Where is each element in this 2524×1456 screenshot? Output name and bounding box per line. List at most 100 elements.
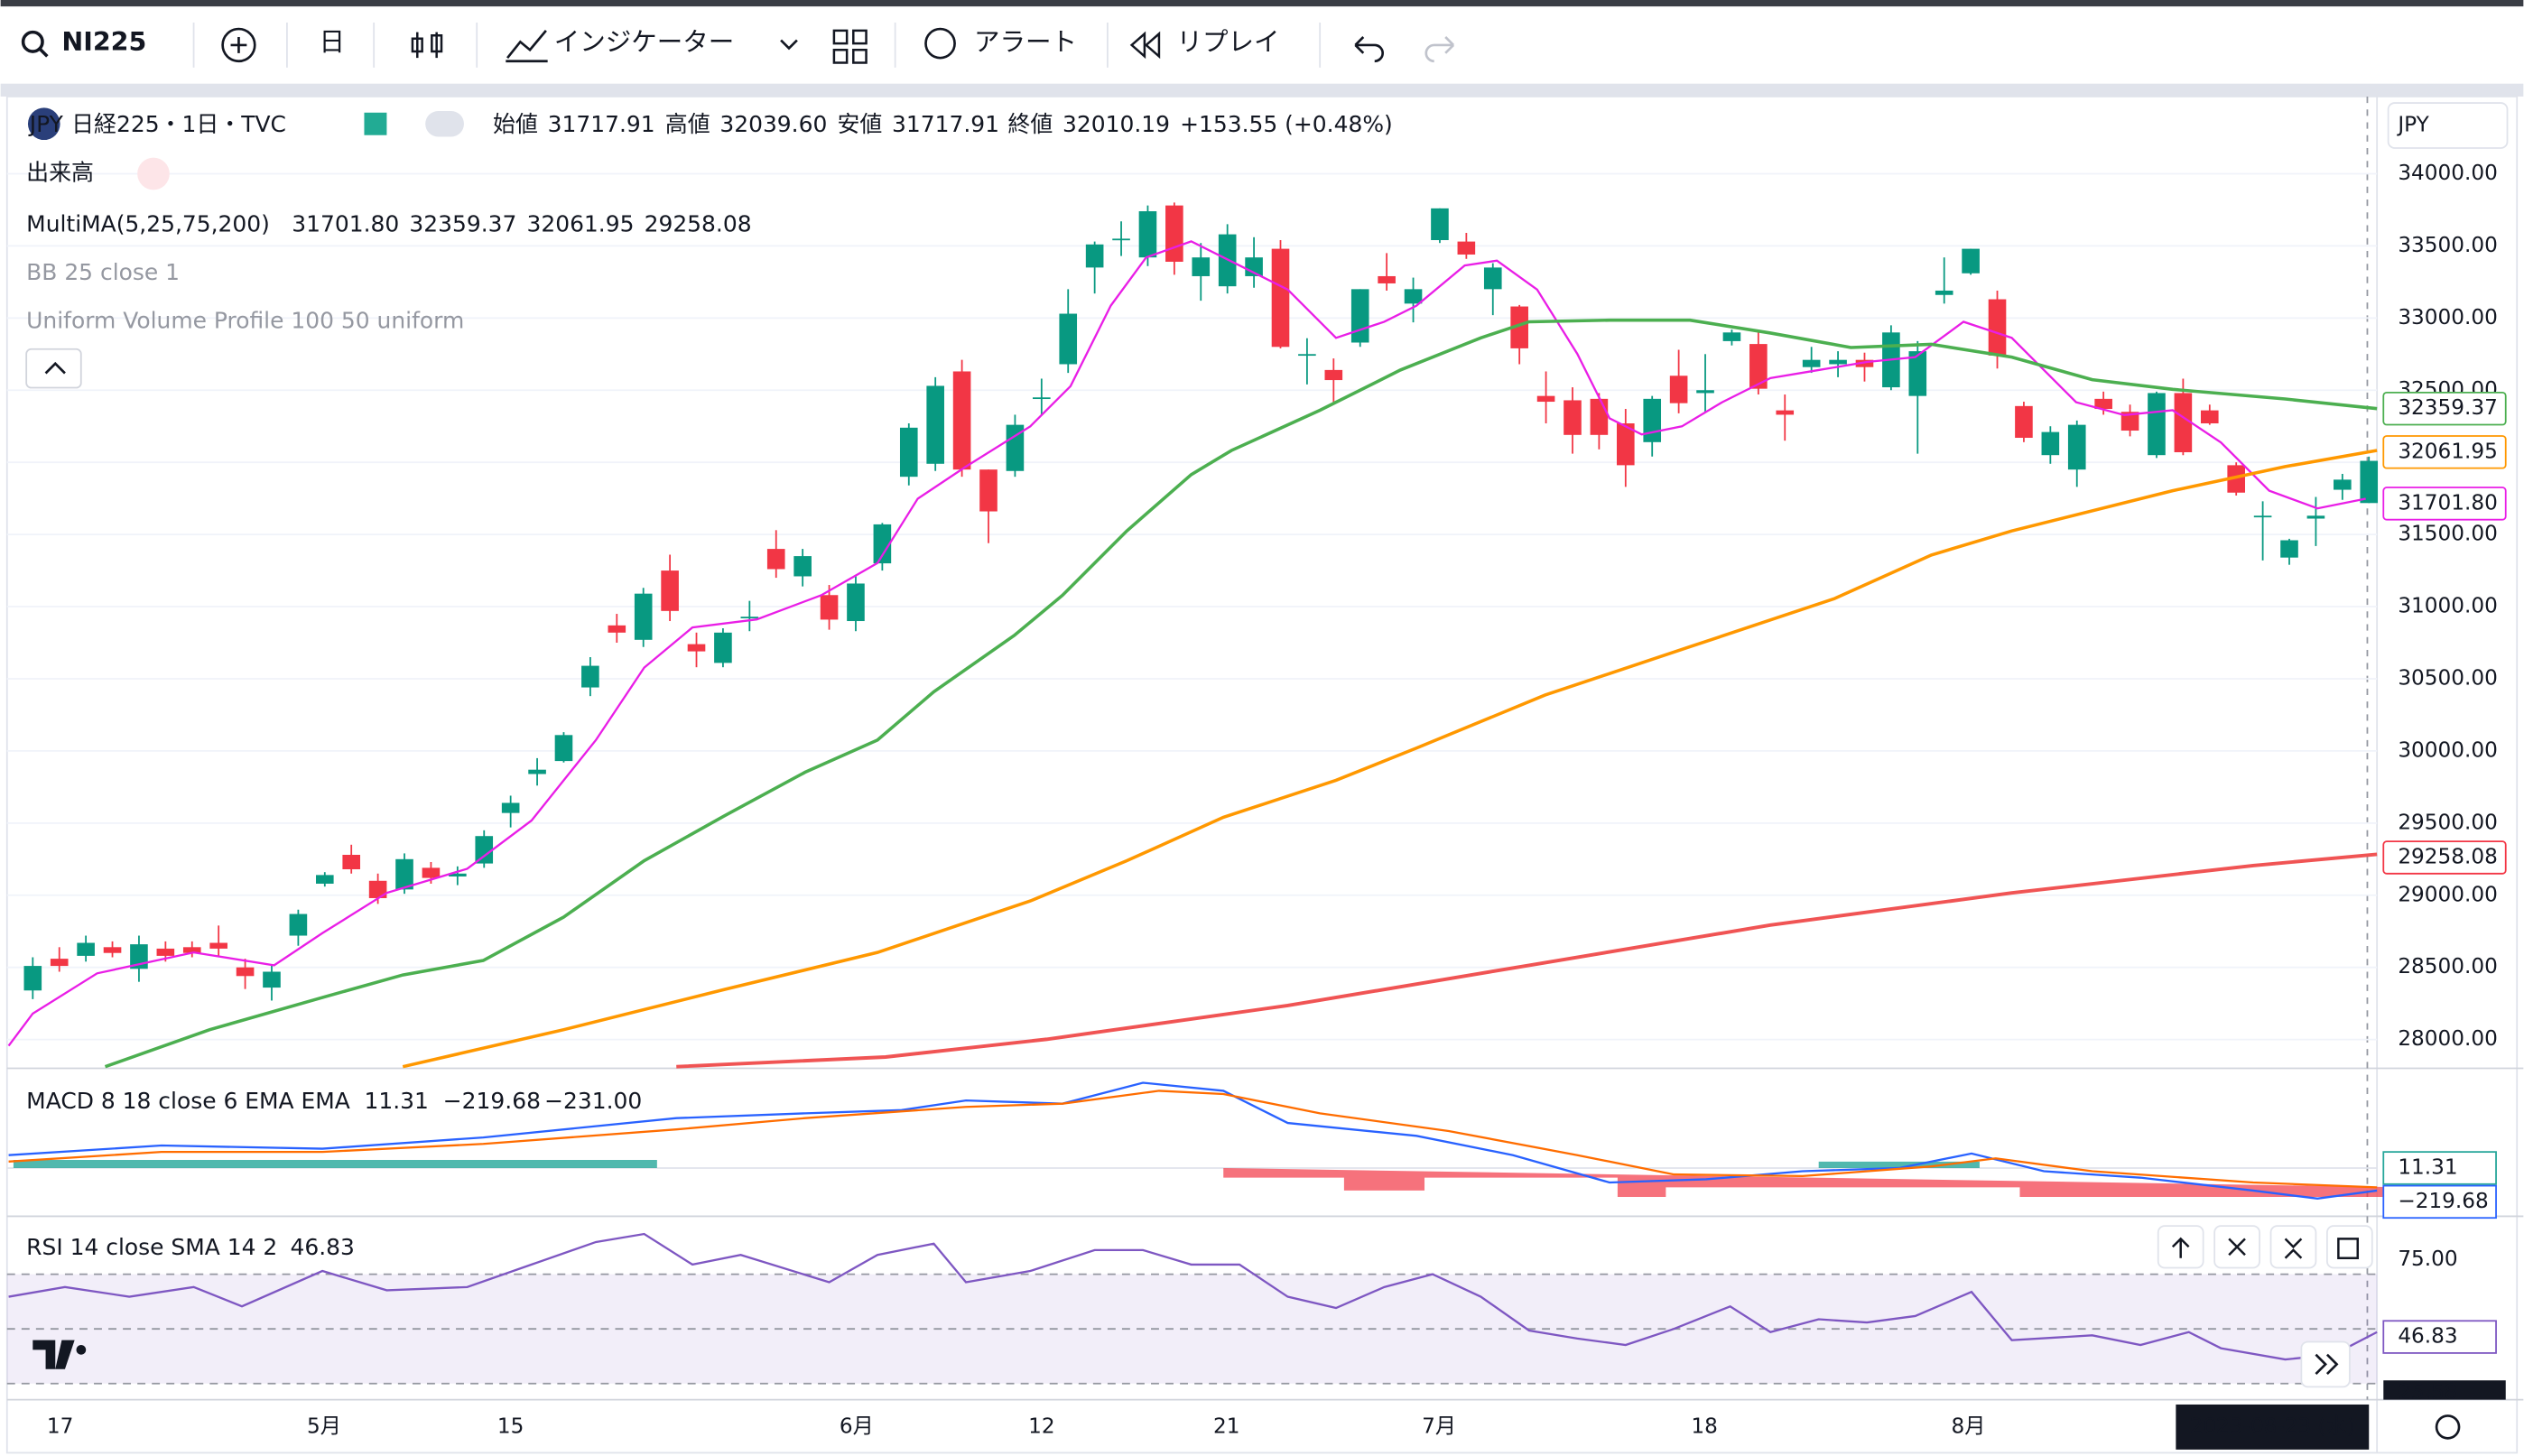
search-icon[interactable] xyxy=(21,30,44,53)
ohlc-low_label: 安値 xyxy=(837,111,882,137)
candle-body xyxy=(1192,257,1211,276)
layouts-button[interactable] xyxy=(832,29,868,64)
multima-label: MultiMA(5,25,75,200) xyxy=(26,211,270,237)
time-label: 8月 xyxy=(1951,1414,1985,1438)
candle-body xyxy=(740,617,759,619)
rsi-axis-label: 75.00 xyxy=(2398,1247,2457,1271)
settings-button[interactable] xyxy=(2435,1414,2461,1440)
candle-body xyxy=(1643,398,1662,442)
candle-body xyxy=(926,385,944,464)
ohlc-open_label: 始値 xyxy=(493,111,538,137)
candle-body xyxy=(687,644,706,652)
candle-body xyxy=(2174,393,2193,452)
candle-body xyxy=(263,971,281,988)
time-label: 7月 xyxy=(1422,1414,1456,1438)
toolbar xyxy=(21,22,1455,68)
candle-body xyxy=(714,632,732,663)
ma25-line xyxy=(104,318,2378,1069)
candle-body xyxy=(23,966,42,991)
chart-type-button[interactable] xyxy=(411,32,443,59)
candle-body xyxy=(1404,289,1423,304)
ma-value: 32359.37 xyxy=(409,211,516,237)
symbol-logo xyxy=(27,107,60,141)
macd-badge-label: −219.68 xyxy=(2398,1189,2488,1213)
grid xyxy=(6,172,2378,1041)
candle-body xyxy=(1006,424,1025,471)
currency-select[interactable] xyxy=(2387,102,2509,149)
collapse-legend-button[interactable] xyxy=(25,348,82,389)
candle-body xyxy=(1483,267,1502,290)
rsi-line xyxy=(8,1232,2378,1361)
candle-body xyxy=(1165,205,1183,262)
candle-body xyxy=(182,947,201,953)
alert-icon[interactable] xyxy=(924,27,956,60)
candle-body xyxy=(449,873,467,876)
ohlc-change: +153.55 (+0.48%) xyxy=(1180,111,1393,137)
candle-body xyxy=(1564,400,1582,435)
dropdown-arrow[interactable] xyxy=(780,39,798,51)
ohlc-open: 31717.91 xyxy=(548,111,655,137)
candle-body xyxy=(1908,351,1927,396)
add-icon xyxy=(230,36,247,53)
ohlc-close: 32010.19 xyxy=(1062,111,1170,137)
uvp-label: Uniform Volume Profile 100 50 uniform xyxy=(26,307,464,333)
redo-button[interactable] xyxy=(1424,36,1455,63)
candle-body xyxy=(1324,369,1343,381)
candle-body xyxy=(1722,332,1741,341)
candle-body xyxy=(156,948,175,956)
chart-frame xyxy=(5,96,2519,1454)
macd-badge xyxy=(2382,1184,2497,1220)
candle-body xyxy=(368,880,387,898)
candle-body xyxy=(2120,412,2139,431)
time-label: 15 xyxy=(497,1414,524,1438)
bb-label: BB 25 close 1 xyxy=(26,259,180,285)
macd-hist-negative xyxy=(1223,1167,2407,1198)
macd-line xyxy=(8,1081,2378,1200)
rsi-axis-label: 25.58 xyxy=(2398,1380,2457,1405)
candle-body xyxy=(581,665,599,688)
market-status xyxy=(364,112,387,135)
time-label: 6月 xyxy=(840,1414,874,1438)
rsi-levels xyxy=(6,1273,2378,1385)
candle-body xyxy=(289,913,308,936)
candle-body xyxy=(873,524,892,564)
candle-body xyxy=(661,570,679,611)
candle-body xyxy=(1776,410,1795,415)
candle-body xyxy=(1829,359,1847,365)
maximize-button[interactable] xyxy=(2326,1225,2373,1269)
candle-body xyxy=(1962,248,1980,274)
toggle[interactable] xyxy=(425,110,464,137)
pane-button-icons xyxy=(2171,1237,2360,1260)
price-badge-label: 31701.80 xyxy=(2398,490,2498,515)
candle-body xyxy=(2334,479,2352,490)
candle-body xyxy=(1350,289,1369,343)
candle-body xyxy=(1855,359,1874,367)
ohlc-high_label: 高値 xyxy=(665,111,710,137)
candle-body xyxy=(1138,211,1157,258)
candle-body xyxy=(1431,208,1449,240)
candle-body xyxy=(2306,515,2325,519)
rsi-label: RSI 14 close SMA 14 2 xyxy=(26,1234,277,1260)
undo-button[interactable] xyxy=(1354,36,1384,63)
candle-body xyxy=(2360,460,2379,504)
volume-warning[interactable] xyxy=(137,157,170,190)
search-icon-handle xyxy=(38,47,49,58)
price-badge-label: 29258.08 xyxy=(2398,844,2498,868)
candle-body xyxy=(634,593,653,640)
price-badge xyxy=(2382,391,2507,426)
time-label: 17 xyxy=(47,1414,73,1438)
ohlc-low: 31717.91 xyxy=(892,111,999,137)
add-symbol[interactable] xyxy=(221,27,256,63)
time-label: 12 xyxy=(1028,1414,1054,1438)
replay-icon[interactable] xyxy=(1129,31,1161,60)
ma-value: 32061.95 xyxy=(526,211,634,237)
price-badge xyxy=(2382,435,2507,469)
candle-body xyxy=(1059,313,1078,365)
rsi-badge-dark xyxy=(2383,1380,2506,1400)
price-tick-label: 31000.00 xyxy=(2398,594,2498,618)
price-tick-label: 28500.00 xyxy=(2398,954,2498,978)
candle-body xyxy=(847,583,865,622)
rsi-value: 46.83 xyxy=(290,1234,354,1260)
candle-body xyxy=(1536,395,1555,403)
